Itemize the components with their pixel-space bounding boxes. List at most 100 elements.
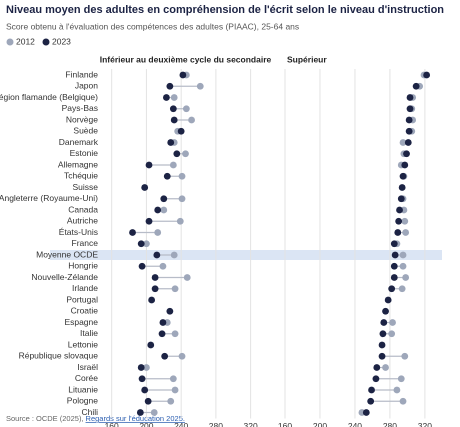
category-label: Angleterre (Royaume-Uni) (0, 193, 98, 203)
dot (137, 364, 145, 371)
dot (372, 375, 380, 383)
dot (395, 217, 403, 225)
dot (170, 251, 178, 259)
dot (397, 195, 405, 203)
dot (178, 352, 186, 360)
dot (399, 262, 407, 270)
dot (384, 296, 392, 304)
dot (141, 386, 149, 394)
dot (405, 127, 413, 135)
dot (396, 206, 403, 214)
dot (188, 116, 195, 124)
dot (159, 319, 167, 326)
dot (148, 296, 156, 304)
dot (162, 94, 170, 101)
dot (154, 229, 162, 236)
dot (423, 71, 431, 79)
dot (398, 285, 406, 293)
legend-marker (6, 38, 14, 46)
dot (173, 150, 181, 158)
dot (390, 240, 398, 248)
chart-title: Niveau moyen des adultes en compréhensio… (6, 4, 444, 16)
category-label: Japon (75, 81, 98, 91)
legend-marker (42, 38, 50, 46)
dot (399, 139, 407, 146)
category-label: Estonie (70, 148, 99, 158)
category-label: Norvège (66, 114, 98, 124)
category-label: Espagne (64, 317, 98, 327)
dot (362, 409, 370, 416)
x-tick-label: 240 (348, 421, 362, 427)
dot (401, 217, 409, 225)
dot (167, 139, 175, 146)
dot (171, 330, 179, 338)
dot (151, 285, 159, 293)
category-label: Chili (81, 407, 98, 417)
dot (382, 307, 389, 315)
dot (368, 386, 375, 394)
category-label: États-Unis (59, 227, 98, 237)
dot (129, 229, 136, 236)
dot (402, 229, 410, 236)
dot (150, 409, 158, 416)
dot (382, 364, 389, 371)
dot (390, 274, 398, 281)
x-tick-label: 200 (139, 421, 153, 427)
category-label: Lettonie (68, 339, 99, 349)
dot (196, 82, 204, 90)
panel-title: Inférieur au deuxième cycle du secondair… (100, 54, 272, 64)
dot (145, 161, 153, 169)
dot (160, 195, 168, 203)
source-link[interactable]: Regards sur l'éducation 2025. (86, 414, 185, 423)
dot (137, 240, 145, 248)
dot (170, 94, 178, 101)
dot (144, 397, 152, 405)
dot (138, 262, 146, 270)
dot (171, 285, 179, 293)
dot (143, 240, 150, 248)
x-tick-label: 280 (209, 421, 223, 427)
dot (379, 330, 387, 338)
category-label: Danemark (59, 137, 99, 147)
legend-label: 2012 (16, 36, 35, 46)
category-label: Hongrie (68, 261, 98, 271)
category-label: Canada (68, 204, 98, 214)
dot (145, 217, 153, 225)
dot (378, 352, 386, 360)
dot (169, 105, 177, 113)
dot (405, 116, 413, 124)
category-label: République slovaque (19, 351, 99, 361)
category-label: Israël (77, 362, 98, 372)
dot (399, 251, 407, 259)
dot (404, 139, 412, 146)
dot (179, 71, 187, 79)
x-tick-label: 160 (278, 421, 292, 427)
dot (163, 172, 171, 180)
dot (403, 150, 410, 158)
dot (373, 364, 381, 371)
dot (183, 274, 191, 281)
dot (378, 341, 386, 349)
dot (402, 274, 410, 281)
dot (154, 206, 162, 214)
dot (138, 375, 146, 383)
dot (394, 229, 402, 236)
dot (401, 352, 409, 360)
dot (399, 397, 407, 405)
dot (161, 352, 169, 360)
dot (401, 161, 409, 169)
dot (177, 127, 185, 135)
x-tick-label: 280 (383, 421, 397, 427)
dot (167, 397, 175, 405)
category-label: Nouvelle-Zélande (31, 272, 98, 282)
category-label: Suisse (72, 182, 98, 192)
dot (398, 184, 406, 191)
dot (393, 386, 401, 394)
category-label: Allemagne (58, 159, 98, 169)
dot (159, 262, 167, 270)
category-label: Croatie (71, 306, 99, 316)
dot (399, 172, 407, 180)
x-tick-label: 320 (244, 421, 258, 427)
category-label: France (72, 238, 99, 248)
